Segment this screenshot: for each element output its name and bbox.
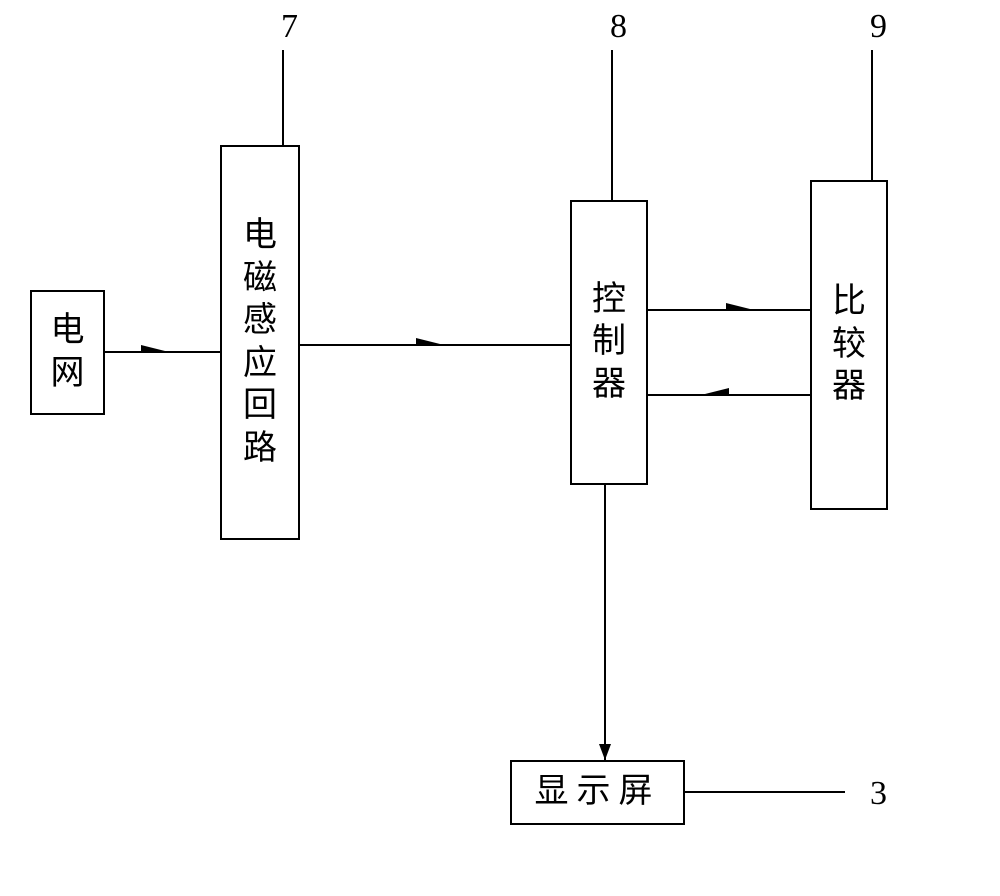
node-comparator: 比较器 xyxy=(810,180,888,510)
node-label-char: 控 xyxy=(592,279,626,322)
node-grid: 电网 xyxy=(30,290,105,415)
node-label-char: 磁 xyxy=(243,258,277,301)
ref-label-7: 7 xyxy=(281,8,298,46)
node-label-char: 器 xyxy=(832,366,866,409)
node-label-char: 应 xyxy=(243,343,277,386)
node-label-char: 路 xyxy=(243,428,277,471)
node-label-char: 电 xyxy=(51,310,85,353)
ref-label-9: 9 xyxy=(870,8,887,46)
node-label-char: 制 xyxy=(592,321,626,364)
node-display: 显示屏 xyxy=(510,760,685,825)
node-label-char: 感 xyxy=(243,300,277,343)
node-em-loop: 电磁感应回路 xyxy=(220,145,300,540)
node-controller: 控制器 xyxy=(570,200,648,485)
node-label-char: 器 xyxy=(592,364,626,407)
node-label-char: 回 xyxy=(243,385,277,428)
node-label: 显示屏 xyxy=(535,771,661,814)
ref-label-3: 3 xyxy=(870,775,887,813)
node-label-char: 较 xyxy=(832,324,866,367)
node-label-char: 电 xyxy=(243,215,277,258)
ref-label-8: 8 xyxy=(610,8,627,46)
node-label-char: 网 xyxy=(51,353,85,396)
diagram-canvas: 电网 电磁感应回路 控制器 比较器 显示屏 7 8 9 3 xyxy=(0,0,1000,896)
node-label-char: 比 xyxy=(832,281,866,324)
